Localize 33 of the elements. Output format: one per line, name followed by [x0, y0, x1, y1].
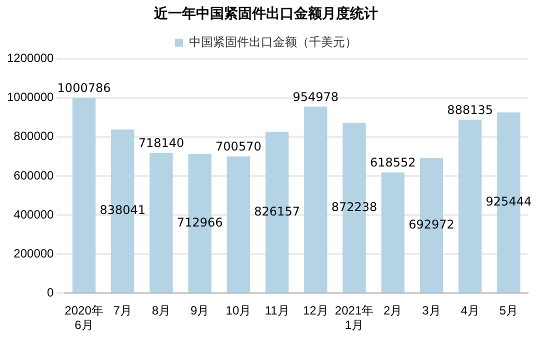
- y-tick-label: 0: [47, 286, 54, 300]
- y-tick-label: 200000: [14, 246, 54, 260]
- data-label: 712966: [176, 215, 223, 230]
- y-tick-label: 800000: [14, 129, 54, 144]
- data-label: 692972: [408, 217, 454, 232]
- x-tick-label: 11月: [264, 304, 290, 318]
- data-label: 838041: [100, 203, 146, 218]
- data-label: 826157: [254, 204, 300, 218]
- x-tick-label: 9月: [190, 304, 210, 318]
- x-tick-label: 7月: [113, 304, 132, 318]
- chart-title: 近一年中国紧固件出口金额月度统计: [153, 5, 378, 22]
- x-tick-label: 5月: [499, 304, 518, 318]
- data-label: 618552: [370, 156, 416, 170]
- y-tick-label: 1200000: [7, 51, 54, 66]
- y-tick-label: 600000: [14, 168, 54, 182]
- data-label: 954978: [292, 90, 339, 104]
- data-label: 888135: [447, 102, 493, 117]
- y-tick-label: 400000: [14, 207, 54, 222]
- data-label: 718140: [138, 136, 184, 150]
- x-tick-label: 4月: [460, 304, 480, 318]
- x-tick-label: 10月: [226, 304, 252, 318]
- y-tick-label: 1000000: [7, 90, 54, 104]
- data-label: 1000786: [57, 80, 111, 95]
- data-label: 872238: [331, 200, 378, 214]
- x-tick-label: 8月: [152, 304, 171, 318]
- legend-label: 中国紧固件出口金额（千美元）: [189, 34, 357, 49]
- x-tick-label: 2021年 1月: [334, 304, 374, 332]
- x-tick-label: 2020年 6月: [64, 304, 104, 332]
- data-label: 700570: [216, 139, 262, 154]
- x-tick-label: 2月: [384, 304, 402, 318]
- x-tick-label: 12月: [302, 304, 328, 318]
- x-tick-label: 3月: [422, 304, 441, 318]
- data-label: 925444: [486, 194, 532, 209]
